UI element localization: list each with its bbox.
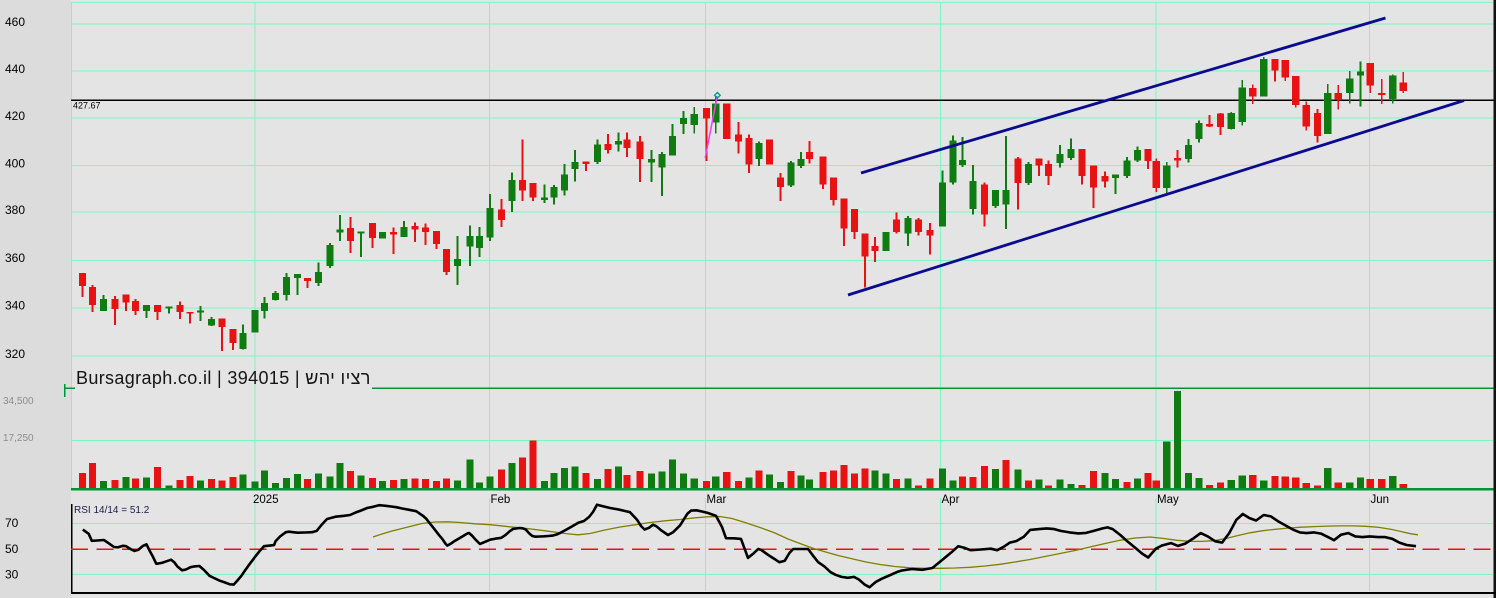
svg-text:360: 360 bbox=[5, 251, 25, 265]
svg-text:340: 340 bbox=[5, 299, 25, 313]
svg-text:May: May bbox=[1157, 494, 1179, 506]
svg-text:RSI 14/14 = 51.2: RSI 14/14 = 51.2 bbox=[74, 505, 150, 516]
svg-text:427.67: 427.67 bbox=[73, 101, 101, 111]
svg-text:420: 420 bbox=[5, 109, 25, 123]
svg-text:70: 70 bbox=[5, 516, 19, 530]
svg-text:380: 380 bbox=[5, 203, 25, 217]
svg-text:460: 460 bbox=[5, 15, 25, 29]
svg-text:Apr: Apr bbox=[942, 494, 960, 506]
svg-text:320: 320 bbox=[5, 347, 25, 361]
svg-text:Mar: Mar bbox=[707, 494, 727, 506]
svg-text:400: 400 bbox=[5, 157, 25, 171]
svg-text:Bursagraph.co.il | 394015 | רצ: Bursagraph.co.il | 394015 | רציו יהש bbox=[76, 368, 371, 388]
svg-text:2025: 2025 bbox=[253, 494, 279, 506]
svg-text:34,500: 34,500 bbox=[3, 396, 34, 407]
svg-text:30: 30 bbox=[5, 568, 19, 582]
svg-text:Jun: Jun bbox=[1371, 494, 1390, 506]
svg-text:17,250: 17,250 bbox=[3, 433, 34, 444]
svg-text:440: 440 bbox=[5, 62, 25, 76]
svg-text:Feb: Feb bbox=[491, 494, 511, 506]
svg-text:50: 50 bbox=[5, 542, 19, 556]
